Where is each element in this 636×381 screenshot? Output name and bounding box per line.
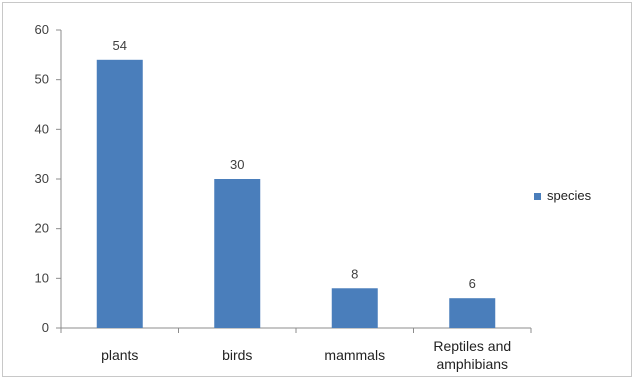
data-label: 6 <box>469 276 476 291</box>
category-label: birds <box>222 347 252 363</box>
category-label: mammals <box>324 347 385 363</box>
category-label: plants <box>101 347 138 363</box>
data-label: 8 <box>351 266 358 281</box>
chart-frame: 0 10 20 30 40 50 60 54 30 8 6 plants birds mammals R… <box>2 2 632 377</box>
y-axis: 0 10 20 30 40 50 60 <box>35 22 62 335</box>
data-label: 54 <box>113 38 127 53</box>
category-labels: plants birds mammals Reptiles and amphibians <box>101 338 511 372</box>
y-tick-label: 50 <box>35 72 49 87</box>
bar-birds <box>214 179 261 328</box>
legend: species <box>534 188 592 203</box>
category-label: Reptiles and <box>433 338 511 354</box>
y-tick-label: 30 <box>35 171 49 186</box>
bar-plants <box>96 59 143 329</box>
y-tick-label: 0 <box>42 320 49 335</box>
species-bar-chart: 0 10 20 30 40 50 60 54 30 8 6 plants birds mammals R… <box>35 22 592 372</box>
legend-swatch <box>534 193 541 200</box>
data-label: 30 <box>230 157 244 172</box>
bar-reptiles-and-amphibians <box>449 298 496 328</box>
bar-mammals <box>331 288 378 328</box>
legend-label: species <box>547 188 592 203</box>
x-axis <box>60 327 532 333</box>
category-label: amphibians <box>436 356 508 372</box>
bars <box>96 59 496 329</box>
y-tick-label: 60 <box>35 22 49 37</box>
y-tick-label: 10 <box>35 270 49 285</box>
y-tick-label: 40 <box>35 121 49 136</box>
y-tick-label: 20 <box>35 221 49 236</box>
data-labels: 54 30 8 6 <box>113 38 476 291</box>
